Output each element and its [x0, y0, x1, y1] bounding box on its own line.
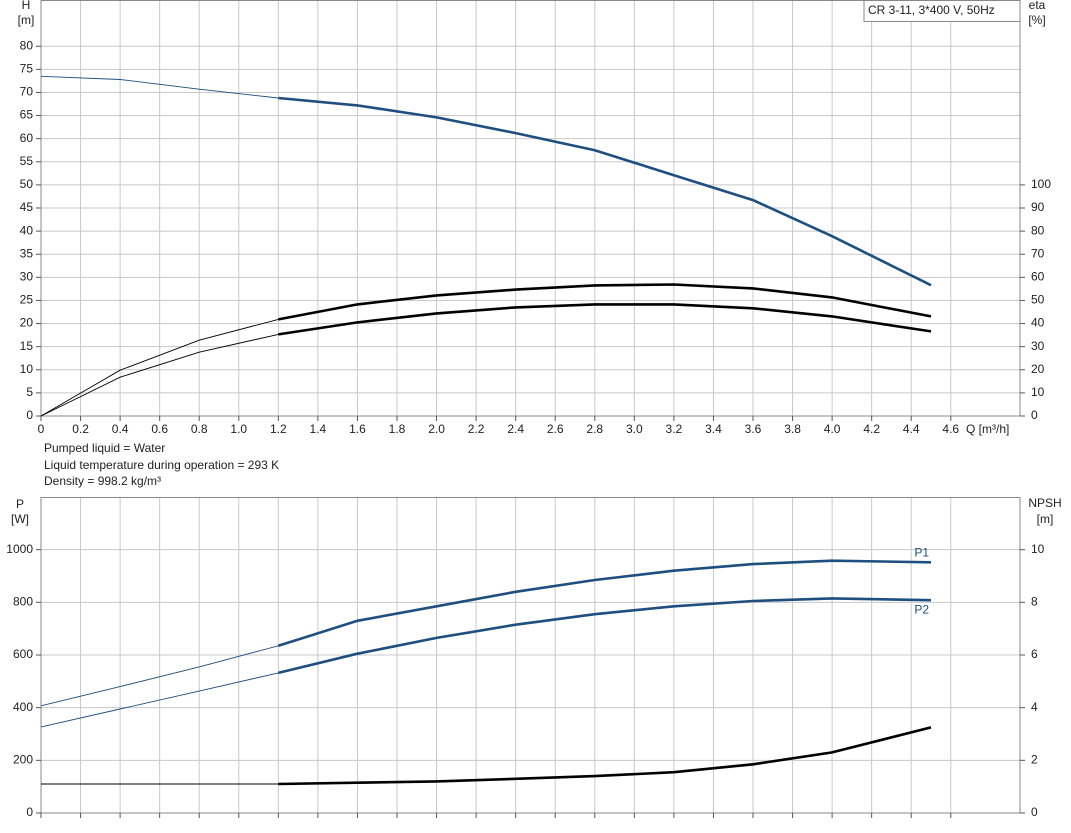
y-axis-label: H — [22, 0, 31, 12]
y2-axis-unit: [m] — [1037, 512, 1054, 526]
y-tick-label: 0 — [26, 805, 33, 819]
x-tick-label: 2.4 — [507, 422, 524, 436]
curve — [278, 283, 932, 321]
y-tick-label: 65 — [20, 108, 34, 122]
y2-tick-label: 0 — [1031, 805, 1038, 819]
note: Density = 998.2 kg/m³ — [44, 474, 161, 488]
curve — [277, 597, 932, 675]
x-tick-label: 1.4 — [310, 422, 327, 436]
y2-tick-label: 10 — [1031, 542, 1045, 556]
y-tick-label: 40 — [20, 223, 34, 237]
x-tick-label: 2.0 — [428, 422, 445, 436]
x-tick-label: 4.6 — [942, 422, 959, 436]
x-tick-label: 0 — [38, 422, 45, 436]
y2-tick-label: 6 — [1031, 647, 1038, 661]
x-tick-label: 3.2 — [666, 422, 683, 436]
y-tick-label: 25 — [20, 293, 34, 307]
y-tick-label: 200 — [13, 753, 33, 767]
y-tick-label: 600 — [13, 647, 33, 661]
series-label: P1 — [914, 545, 929, 559]
y-axis-label: P — [16, 497, 24, 511]
y2-tick-label: 10 — [1031, 385, 1045, 399]
x-axis-label: Q [m³/h] — [966, 422, 1009, 436]
y2-tick-label: 40 — [1031, 316, 1045, 330]
y2-tick-label: 30 — [1031, 339, 1045, 353]
y-tick-label: 15 — [20, 339, 34, 353]
y-tick-label: 60 — [20, 131, 34, 145]
y-axis-unit: [W] — [11, 512, 29, 526]
y-tick-label: 45 — [20, 200, 34, 214]
y-tick-label: 800 — [13, 595, 33, 609]
curve — [40, 333, 279, 417]
x-tick-label: 4.4 — [903, 422, 920, 436]
x-tick-label: 0.4 — [112, 422, 129, 436]
x-tick-label: 1.6 — [349, 422, 366, 436]
y-tick-label: 0 — [26, 408, 33, 422]
y-tick-label: 70 — [20, 85, 34, 99]
y-tick-label: 5 — [26, 385, 33, 399]
x-tick-label: 3.8 — [784, 422, 801, 436]
y2-tick-label: 70 — [1031, 246, 1045, 260]
y2-tick-label: 20 — [1031, 362, 1045, 376]
x-tick-label: 2.6 — [547, 422, 564, 436]
curve — [278, 726, 932, 786]
y2-axis-unit: [%] — [1028, 13, 1045, 27]
curve — [277, 559, 932, 648]
y2-tick-label: 2 — [1031, 753, 1038, 767]
y-tick-label: 75 — [20, 62, 34, 76]
x-tick-label: 3.4 — [705, 422, 722, 436]
y2-tick-label: 4 — [1031, 700, 1038, 714]
title-box — [863, 0, 1021, 22]
curve — [278, 303, 932, 336]
y2-axis-label: eta — [1029, 0, 1046, 12]
note: Pumped liquid = Water — [44, 441, 165, 455]
x-tick-label: 2.2 — [468, 422, 485, 436]
chart-title: CR 3-11, 3*400 V, 50Hz — [868, 3, 995, 17]
y2-tick-label: 8 — [1031, 595, 1038, 609]
y-tick-label: 50 — [20, 177, 34, 191]
y-tick-label: 30 — [20, 270, 34, 284]
x-tick-label: 4.0 — [824, 422, 841, 436]
x-tick-label: 0.8 — [191, 422, 208, 436]
y2-axis-label: NPSH — [1028, 496, 1061, 510]
x-tick-label: 3.0 — [626, 422, 643, 436]
y2-tick-label: 80 — [1031, 223, 1045, 237]
y-tick-label: 20 — [20, 316, 34, 330]
x-tick-label: 4.2 — [863, 422, 880, 436]
note: Liquid temperature during operation = 29… — [44, 458, 279, 472]
y-tick-label: 55 — [20, 154, 34, 168]
y2-tick-label: 60 — [1031, 270, 1045, 284]
curve — [40, 645, 279, 707]
curve — [278, 96, 932, 287]
y2-tick-label: 90 — [1031, 200, 1045, 214]
y-tick-label: 35 — [20, 246, 34, 260]
y-tick-label: 80 — [20, 38, 34, 52]
series-label: P2 — [914, 602, 929, 616]
x-tick-label: 1.0 — [230, 422, 247, 436]
x-tick-label: 0.6 — [151, 422, 168, 436]
y-axis-unit: [m] — [18, 13, 35, 27]
y2-tick-label: 100 — [1031, 177, 1051, 191]
y2-tick-label: 0 — [1031, 408, 1038, 422]
y-tick-label: 1000 — [6, 542, 33, 556]
y-tick-label: 400 — [13, 700, 33, 714]
x-tick-label: 2.8 — [586, 422, 603, 436]
curve — [40, 318, 279, 417]
x-tick-label: 3.6 — [745, 422, 762, 436]
x-tick-label: 1.2 — [270, 422, 287, 436]
x-tick-label: 0.2 — [72, 422, 89, 436]
plot-layer: 0510152025303540455055606570758001020304… — [6, 0, 1051, 819]
curve — [40, 75, 279, 99]
y-tick-label: 10 — [20, 362, 34, 376]
curve — [40, 672, 279, 728]
x-tick-label: 1.8 — [389, 422, 406, 436]
y2-tick-label: 50 — [1031, 293, 1045, 307]
